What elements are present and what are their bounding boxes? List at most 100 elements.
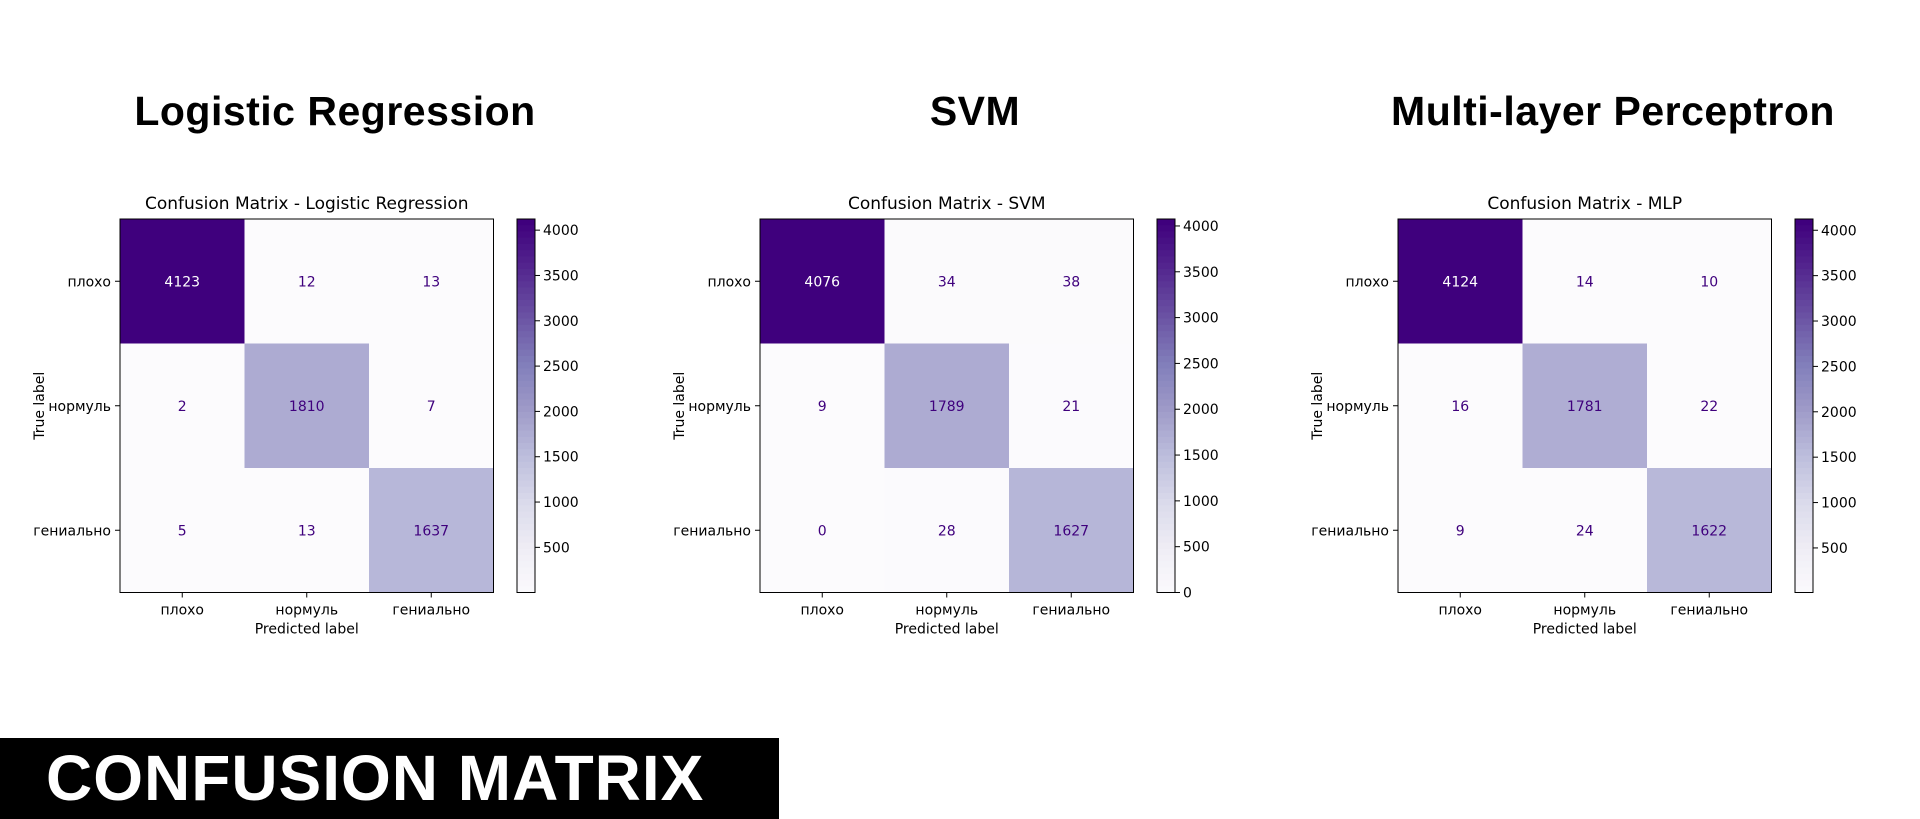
matrix-cell <box>1522 468 1648 593</box>
colorbar-segment <box>517 393 535 401</box>
colorbar-tick-label: 2000 <box>543 404 579 420</box>
colorbar-tick-label: 1500 <box>1821 450 1857 466</box>
colorbar-segment <box>517 555 535 562</box>
colorbar-segment <box>517 468 535 475</box>
colorbar-tick-label: 3000 <box>1821 314 1857 330</box>
colorbar-segment <box>1157 275 1175 282</box>
colorbar-segment <box>1795 256 1813 264</box>
matrix-cell <box>120 219 245 344</box>
colorbar-segment <box>517 293 535 301</box>
colorbar-tick-label: 1500 <box>1183 448 1219 464</box>
cell-value: 4123 <box>164 274 200 290</box>
colorbar-segment <box>1795 262 1813 270</box>
colorbar-segment <box>517 536 535 544</box>
colorbar-segment <box>517 275 535 282</box>
colorbar-segment <box>1157 380 1175 388</box>
matrix-cell <box>760 343 885 469</box>
colorbar-segment <box>1157 293 1175 301</box>
colorbar-segment <box>517 219 535 226</box>
colorbar-segment <box>1795 474 1813 482</box>
colorbar-segment <box>1157 555 1175 562</box>
y-tick-label: гениально <box>1311 523 1389 539</box>
colorbar-segment <box>517 517 535 525</box>
colorbar-segment <box>1157 362 1175 369</box>
colorbar-segment <box>1157 306 1175 313</box>
cell-value: 9 <box>1456 523 1465 539</box>
matrix-cell <box>1647 468 1772 593</box>
colorbar-tick-label: 2000 <box>1821 405 1857 421</box>
confusion-matrix-chart: Confusion Matrix - MLP 4124 14 10 16 1781 22 9 2… <box>1310 194 1857 638</box>
colorbar-segment <box>1795 287 1813 295</box>
colorbar-segment <box>1795 411 1813 419</box>
colorbar-segment <box>1795 548 1813 556</box>
colorbar-segment <box>1795 331 1813 338</box>
colorbar-segment <box>1157 262 1175 270</box>
colorbar-segment <box>1157 237 1175 245</box>
colorbar-segment <box>1157 399 1175 407</box>
colorbar-segment <box>1795 480 1813 488</box>
y-tick-label: гениально <box>673 523 751 539</box>
x-tick-label: гениально <box>1032 603 1110 619</box>
cell-value: 22 <box>1700 399 1718 415</box>
colorbar-segment <box>1795 387 1813 394</box>
colorbar-segment <box>1795 324 1813 332</box>
colorbar-segment <box>1795 424 1813 432</box>
colorbar-segment <box>1795 517 1813 525</box>
colorbar-segment <box>1157 387 1175 394</box>
colorbar-segment <box>517 461 535 469</box>
cell-value: 1810 <box>289 399 325 415</box>
colorbar-segment <box>517 573 535 581</box>
cell-value: 16 <box>1451 399 1469 415</box>
colorbar-segment <box>1795 299 1813 307</box>
colorbar-segment <box>1795 573 1813 581</box>
colorbar-segment <box>1795 306 1813 313</box>
cell-value: 2 <box>178 399 187 415</box>
cell-value: 12 <box>298 274 316 290</box>
colorbar-segment <box>1795 455 1813 463</box>
colorbar-tick-label: 4000 <box>543 223 579 239</box>
colorbar-segment <box>1157 405 1175 413</box>
matrix-cell <box>244 219 370 344</box>
colorbar-tick-label: 4000 <box>1183 219 1219 235</box>
cell-value: 21 <box>1062 399 1080 415</box>
colorbar-tick-label: 1500 <box>543 450 579 466</box>
colorbar-segment <box>1157 474 1175 482</box>
cell-value: 4124 <box>1442 274 1478 290</box>
colorbar-segment <box>1157 243 1175 251</box>
colorbar-segment <box>1795 561 1813 569</box>
matrix-cell <box>369 468 494 593</box>
colorbar-segment <box>1157 461 1175 469</box>
colorbar-segment <box>1157 505 1175 513</box>
cell-value: 13 <box>422 274 440 290</box>
cell-value: 14 <box>1576 274 1594 290</box>
colorbar-segment <box>1795 349 1813 357</box>
colorbar-segment <box>517 443 535 450</box>
colorbar-segment <box>1795 580 1813 587</box>
y-tick-label: нормуль <box>48 399 111 415</box>
matrix-cell <box>1647 343 1772 469</box>
footer-banner: CONFUSION MATRIX <box>0 738 779 819</box>
colorbar-segment <box>1795 380 1813 388</box>
panel-svm: SVM Confusion Matrix - SVM 4076 34 38 9 1789 2… <box>655 0 1295 700</box>
colorbar-tick-label: 2500 <box>543 359 579 375</box>
colorbar-tick-label: 1000 <box>543 495 579 511</box>
colorbar-segment <box>1157 561 1175 569</box>
colorbar-segment <box>517 380 535 388</box>
colorbar-segment <box>1795 362 1813 369</box>
colorbar-segment <box>1795 486 1813 494</box>
colorbar-segment <box>1795 567 1813 575</box>
colorbar-segment <box>517 418 535 426</box>
colorbar-segment <box>1795 318 1813 326</box>
colorbar-segment <box>1795 231 1813 239</box>
colorbar-segment <box>517 561 535 569</box>
colorbar-tick-label: 3000 <box>543 314 579 330</box>
colorbar-segment <box>1157 486 1175 494</box>
colorbar-segment <box>1157 449 1175 457</box>
colorbar-segment <box>517 256 535 264</box>
colorbar-segment <box>517 424 535 432</box>
colorbar-segment <box>517 268 535 276</box>
colorbar-segment <box>517 499 535 506</box>
cell-value: 0 <box>818 523 827 539</box>
colorbar-tick-label: 3000 <box>1183 311 1219 327</box>
colorbar-segment <box>1795 468 1813 475</box>
